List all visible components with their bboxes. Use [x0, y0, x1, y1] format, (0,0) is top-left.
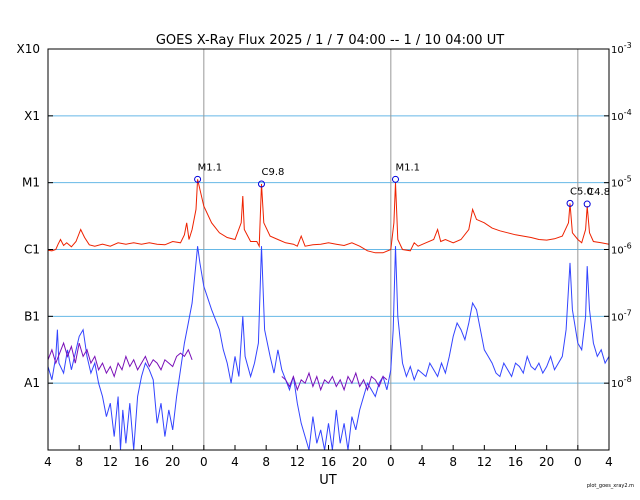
flare-markers: M1.1 C9.8 M1.1 C5.0C4.8: [194, 162, 610, 208]
y-left-tick-label: X10: [17, 42, 41, 56]
y-left-tick-label: M1: [22, 176, 40, 190]
flare-marker: [257, 180, 265, 188]
x-tick-label: 16: [321, 455, 336, 469]
grid-lines: [48, 115, 609, 384]
y-left-tick-label: X1: [24, 109, 40, 123]
x-tick-label: 8: [262, 455, 270, 469]
x-tick-label: 20: [539, 455, 554, 469]
flare-marker: [392, 175, 400, 183]
flare-label: M1.1: [396, 162, 421, 173]
flare-label: M1.1: [198, 162, 223, 173]
x-tick-label: 20: [352, 455, 367, 469]
flare-marker: [194, 175, 202, 183]
flare-label: C4.8: [587, 187, 610, 198]
x-tick-label: 4: [231, 455, 239, 469]
x-tick-label: 0: [387, 455, 395, 469]
flare-marker: [583, 200, 591, 208]
flare-label: C9.8: [261, 167, 284, 178]
y-right-tick-label: 10-8: [611, 375, 632, 390]
x-axis: 4 8 12 16 20 0 4 8 12 16 20 0 4 8 12 16 20 0 4: [44, 445, 613, 469]
series-line-2: [47, 341, 193, 379]
x-axis-label: UT: [319, 473, 337, 488]
y-left-tick-label: B1: [24, 309, 40, 323]
chart-title: GOES X-Ray Flux 2025 / 1 / 7 04:00 -- 1 …: [156, 33, 504, 48]
y-right-tick-label: 10-7: [611, 308, 632, 323]
footer-source: plot_goes_xray2.m: [587, 483, 634, 489]
y-right-tick-label: 10-6: [611, 242, 632, 257]
y-right-tick-label: 10-5: [611, 175, 632, 190]
x-tick-label: 12: [477, 455, 492, 469]
flare-label: C5.0: [570, 186, 593, 197]
x-tick-label: 20: [165, 455, 180, 469]
x-tick-label: 8: [449, 455, 457, 469]
x-tick-label: 12: [103, 455, 118, 469]
x-tick-label: 4: [418, 455, 426, 469]
y-left-tick-label: A1: [24, 376, 40, 390]
y-left-tick-label: C1: [24, 243, 40, 257]
x-tick-label: 12: [290, 455, 305, 469]
y-right-tick-label: 10-4: [611, 108, 632, 123]
x-tick-label: 16: [134, 455, 149, 469]
series-line-0: [47, 179, 610, 254]
x-tick-label: 8: [75, 455, 83, 469]
x-tick-label: 0: [574, 455, 582, 469]
series-line-3: [281, 371, 388, 392]
x-tick-label: 0: [200, 455, 208, 469]
y-left-axis: X10 X1 M1 C1 B1 A1: [17, 42, 53, 390]
x-tick-label: 4: [605, 455, 613, 469]
flare-marker: [566, 199, 574, 207]
y-right-axis: 10-3 10-4 10-5 10-6 10-7 10-8: [604, 41, 632, 390]
x-tick-label: 16: [508, 455, 523, 469]
x-tick-label: 4: [44, 455, 52, 469]
y-right-tick-label: 10-3: [611, 41, 632, 56]
